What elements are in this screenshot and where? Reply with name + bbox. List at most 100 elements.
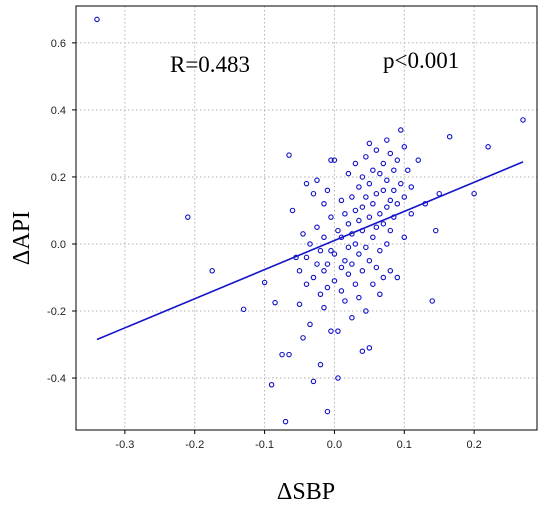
data-point [314,224,320,230]
data-point [384,204,390,210]
data-point [432,227,439,234]
data-point [331,278,338,284]
data-point [335,227,341,234]
y-tick-label: -0.2 [47,306,66,318]
data-point [363,154,369,160]
data-point [328,328,334,334]
data-point [405,167,411,173]
data-point [377,247,383,254]
data-point [356,251,362,257]
y-tick-label: 0.4 [51,105,66,117]
data-point [317,291,324,298]
y-tick-label: 0.6 [51,38,66,50]
data-point [328,247,334,254]
data-point [349,194,355,200]
data-point [366,214,373,220]
data-point [359,174,366,180]
data-point [317,361,324,368]
data-point [240,306,247,313]
data-point [349,314,355,321]
data-point [310,378,317,385]
data-point [307,321,313,328]
data-point [324,284,331,291]
data-point [321,234,327,241]
data-point [380,221,387,227]
data-point [352,241,359,247]
tick-labels: -0.3 -0.2 -0.1 0.0 0.1 0.2 -0.4 -0.2 0.0 0.2 0.4 0.… [47,38,482,451]
data-point [349,261,355,267]
data-point [429,298,435,304]
data-point [370,234,376,241]
data-point [363,308,369,314]
x-tick-label: 0.1 [397,439,412,451]
data-point [373,147,380,153]
data-point [345,244,352,251]
data-point [279,351,285,358]
data-point [384,177,390,184]
data-point [303,180,310,187]
data-point [377,211,383,217]
data-point [401,234,408,241]
data-point [408,184,415,190]
data-point [342,211,348,217]
data-point [300,231,306,237]
p-value-annotation: p<0.001 [383,48,459,73]
data-point [321,268,327,274]
x-tick-label: 0.0 [327,439,342,451]
data-point [446,133,453,140]
x-tick-label: -0.1 [255,439,274,451]
data-point [317,247,324,254]
data-point [394,157,401,163]
data-point [384,241,390,247]
data-point [520,117,526,123]
data-point [363,194,369,200]
data-point [303,281,310,287]
data-point [387,227,394,234]
data-point [338,288,345,294]
data-point [391,167,397,173]
data-points [94,16,526,425]
x-tick-label: -0.3 [115,439,134,451]
data-point [415,157,422,163]
axis-ticks [72,42,475,434]
data-point [366,257,373,264]
data-point [331,157,338,163]
data-point [300,335,306,341]
data-point [261,279,268,286]
data-point [338,197,345,204]
data-point [377,291,383,298]
data-point [342,298,348,304]
data-point [314,177,320,184]
data-point [366,140,373,147]
data-point [370,201,376,207]
data-point [352,281,359,287]
data-point [335,375,341,381]
data-point [380,187,387,194]
data-point [471,190,477,197]
data-point [359,348,366,354]
data-point [286,351,292,358]
data-point [296,268,303,274]
data-point [356,294,362,301]
data-point [373,264,380,271]
data-point [373,224,380,230]
data-point [387,150,394,157]
data-point [398,180,404,187]
data-point [321,201,327,207]
y-axis-title: ΔAPI [9,211,35,265]
x-axis-title: ΔSBP [277,479,335,505]
data-point [94,16,100,23]
data-point [289,207,296,214]
data-point [387,268,394,274]
data-point [328,214,334,220]
data-point [307,241,313,247]
data-point [342,257,348,264]
data-point [380,160,387,167]
data-point [366,345,373,351]
data-point [352,207,359,214]
data-point [338,264,345,271]
data-point [286,152,292,158]
y-tick-label: 0.0 [51,239,66,251]
data-point [209,268,215,274]
